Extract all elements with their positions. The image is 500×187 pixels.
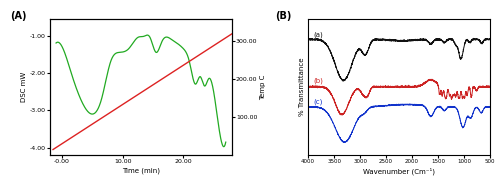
Text: (B): (B) — [276, 10, 292, 21]
Y-axis label: Temp C: Temp C — [260, 74, 266, 100]
Y-axis label: % Transmittance: % Transmittance — [300, 58, 306, 116]
Text: (A): (A) — [10, 10, 26, 21]
X-axis label: Time (min): Time (min) — [122, 167, 160, 174]
Text: (a): (a) — [314, 31, 323, 38]
X-axis label: Wavenumber (Cm⁻¹): Wavenumber (Cm⁻¹) — [363, 167, 435, 175]
Text: (b): (b) — [314, 78, 324, 85]
Text: (c): (c) — [314, 99, 323, 105]
Y-axis label: DSC mW: DSC mW — [21, 72, 27, 102]
